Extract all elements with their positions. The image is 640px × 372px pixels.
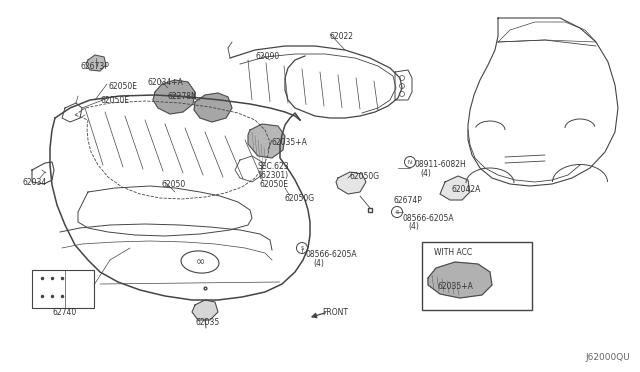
Text: 62042A: 62042A — [452, 185, 481, 194]
Text: SEC.623: SEC.623 — [258, 162, 290, 171]
Circle shape — [392, 206, 403, 218]
Text: 62050G: 62050G — [285, 194, 315, 203]
Polygon shape — [86, 55, 106, 71]
Text: 62050G: 62050G — [350, 172, 380, 181]
Polygon shape — [248, 124, 285, 158]
Text: 62050E: 62050E — [100, 96, 129, 105]
Text: 62740: 62740 — [52, 308, 76, 317]
Text: 08566-6205A: 08566-6205A — [403, 214, 454, 223]
Text: (4): (4) — [313, 259, 324, 268]
Text: FRONT: FRONT — [322, 308, 348, 317]
Text: 62050E: 62050E — [108, 82, 137, 91]
Text: 62022: 62022 — [330, 32, 354, 41]
Polygon shape — [428, 262, 492, 298]
Text: 62673P: 62673P — [80, 62, 109, 71]
Text: S: S — [300, 246, 304, 250]
Text: 62674P: 62674P — [394, 196, 423, 205]
Text: 08911-6082H: 08911-6082H — [415, 160, 467, 169]
Text: 08566-6205A: 08566-6205A — [306, 250, 358, 259]
Polygon shape — [194, 93, 232, 122]
Text: (4): (4) — [408, 222, 419, 231]
Circle shape — [404, 157, 415, 167]
Bar — [422, 242, 532, 310]
Text: 62090: 62090 — [255, 52, 279, 61]
Text: 62035+A: 62035+A — [272, 138, 308, 147]
Circle shape — [296, 243, 307, 253]
Text: ∞: ∞ — [195, 257, 205, 267]
Text: 62050: 62050 — [162, 180, 186, 189]
Text: (62301): (62301) — [258, 171, 288, 180]
Polygon shape — [336, 172, 366, 194]
Text: 62034: 62034 — [22, 178, 46, 187]
Text: 62050E: 62050E — [260, 180, 289, 189]
Text: J62000QU: J62000QU — [585, 353, 630, 362]
Bar — [32, 270, 94, 308]
Polygon shape — [192, 300, 218, 320]
Text: 62034+A: 62034+A — [148, 78, 184, 87]
Polygon shape — [153, 80, 195, 114]
Text: 62035: 62035 — [196, 318, 220, 327]
Text: WITH ACC: WITH ACC — [434, 248, 472, 257]
Text: 62278N: 62278N — [168, 92, 198, 101]
Polygon shape — [440, 176, 470, 200]
Text: (4): (4) — [420, 169, 431, 178]
Text: 62035+A: 62035+A — [438, 282, 474, 291]
Text: N: N — [408, 160, 412, 164]
Text: S: S — [396, 209, 399, 215]
